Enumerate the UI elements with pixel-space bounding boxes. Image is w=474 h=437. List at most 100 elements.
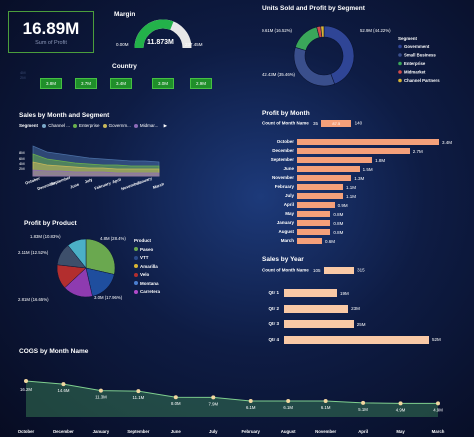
month-bar[interactable] bbox=[297, 193, 343, 199]
cogs-point[interactable] bbox=[248, 398, 253, 403]
cogs-point[interactable] bbox=[24, 379, 28, 383]
legend-dot-icon bbox=[102, 123, 107, 128]
month-bar[interactable] bbox=[297, 229, 331, 235]
segment-legend-item[interactable]: Governm... bbox=[102, 123, 131, 128]
cogs-point[interactable] bbox=[361, 400, 366, 405]
cogs-point[interactable] bbox=[286, 398, 291, 403]
month-bar[interactable] bbox=[297, 139, 439, 145]
cogs-value-label: 4.9M bbox=[433, 407, 443, 412]
cogs-point[interactable] bbox=[323, 398, 328, 403]
units-profit-segment-donut[interactable]: 52.9M (44.22%) 42.43M (35.46%) 19.61M (16.… bbox=[262, 16, 472, 96]
x-axis-label: April bbox=[111, 177, 121, 185]
country-box[interactable]: 3.0M bbox=[152, 78, 174, 89]
country-box[interactable]: 2.9M bbox=[190, 78, 212, 89]
product-legend-item[interactable]: Amarilla bbox=[134, 264, 160, 269]
month-bar[interactable] bbox=[297, 166, 360, 172]
donut-legend-item[interactable]: Small Business bbox=[404, 53, 436, 58]
product-legend-item[interactable]: Carretera bbox=[134, 289, 160, 294]
y-axis-label: 6M bbox=[19, 156, 25, 161]
product-legend-label: VTT bbox=[140, 255, 149, 260]
year-bar[interactable] bbox=[284, 320, 354, 328]
month-bar-label: March bbox=[280, 238, 294, 243]
sales-year-slider[interactable]: Count of Month Name 105 315 bbox=[262, 267, 365, 274]
country-box[interactable]: 3.7M bbox=[75, 78, 97, 89]
legend-dot-icon bbox=[398, 61, 402, 66]
year-bar[interactable] bbox=[284, 289, 337, 297]
pie-label: 2.81M (16.65%) bbox=[18, 297, 49, 302]
donut-legend-item[interactable]: Enterprise bbox=[404, 61, 426, 66]
cogs-point[interactable] bbox=[98, 388, 103, 393]
year-bar-value: 19M bbox=[339, 290, 349, 296]
month-bar[interactable] bbox=[297, 211, 331, 217]
month-bar-label: September bbox=[270, 157, 294, 162]
product-legend-item[interactable]: VTT bbox=[134, 255, 160, 260]
cogs-point[interactable] bbox=[398, 401, 403, 406]
year-bar[interactable] bbox=[284, 304, 349, 313]
year-bar-label: Qtr 4 bbox=[268, 336, 279, 342]
legend-next-icon[interactable]: ▶ bbox=[163, 123, 168, 128]
profit-kpi-card[interactable]: 16.89M Sum of Profit bbox=[8, 11, 94, 53]
margin-gauge[interactable] bbox=[118, 16, 208, 52]
x-axis-label: February bbox=[94, 180, 113, 191]
donut-legend-item[interactable]: Midmarket bbox=[404, 70, 426, 75]
cogs-point[interactable] bbox=[61, 382, 66, 387]
month-bar[interactable] bbox=[297, 148, 410, 154]
month-bar-value: 1.5M bbox=[362, 166, 373, 172]
month-bar-value: 0.8M bbox=[333, 229, 344, 235]
donut-legend-item[interactable]: Government bbox=[404, 44, 430, 49]
sales-month-segment-title: Sales by Month and Segment bbox=[19, 112, 110, 119]
cogs-x-label: July bbox=[209, 429, 218, 434]
profit-month-slider-range[interactable]: 87.5 bbox=[321, 120, 352, 127]
month-bar[interactable] bbox=[297, 202, 335, 208]
y-axis-label: 8M bbox=[19, 150, 25, 155]
pie-slice[interactable] bbox=[67, 238, 87, 269]
y-axis-label: 4M bbox=[19, 161, 25, 166]
profit-product-pie[interactable]: 4.8M (28.4%) 3.0M (17.96%) 2.81M (16.65%) 2… bbox=[18, 228, 158, 313]
donut-slice[interactable] bbox=[320, 25, 325, 38]
cogs-point[interactable] bbox=[136, 389, 141, 394]
donut-legend-item[interactable]: Channel Partners bbox=[404, 78, 440, 83]
cogs-area-chart[interactable]: 16.2M October 14.6M December 11.3M January 11.… bbox=[10, 355, 470, 437]
month-bar-value: 0.9M bbox=[337, 202, 348, 208]
month-bar[interactable] bbox=[297, 184, 343, 190]
legend-dot-icon bbox=[398, 78, 402, 83]
pie-slice[interactable] bbox=[85, 238, 116, 275]
country-box[interactable]: 3.4M bbox=[110, 78, 132, 89]
product-legend-label: Carretera bbox=[140, 289, 161, 294]
cogs-value-label: 6.1M bbox=[321, 405, 331, 410]
segment-legend-item[interactable]: Channel ... bbox=[42, 123, 70, 128]
year-bar-label: Qtr 2 bbox=[268, 305, 279, 311]
segment-legend-label: Channel ... bbox=[48, 123, 71, 128]
month-bar-value: 0.8M bbox=[333, 211, 344, 217]
cogs-point[interactable] bbox=[173, 395, 178, 400]
cogs-point[interactable] bbox=[436, 401, 440, 406]
x-axis-label: October bbox=[24, 175, 41, 185]
month-bar[interactable] bbox=[297, 220, 331, 226]
segment-legend-item[interactable]: Enterprise bbox=[73, 123, 100, 128]
product-legend-title: Product bbox=[134, 238, 152, 243]
year-bar[interactable] bbox=[284, 335, 429, 344]
product-legend-item[interactable]: Paseo bbox=[134, 247, 160, 252]
sales-year-slider-range[interactable] bbox=[323, 267, 354, 274]
month-bar-label: November bbox=[271, 175, 294, 180]
month-bar-label: February bbox=[274, 184, 294, 189]
donut-slice[interactable] bbox=[293, 46, 336, 87]
month-bar[interactable] bbox=[297, 238, 323, 244]
profit-month-slider[interactable]: Count of Month Name 35 87.5 140 bbox=[262, 120, 362, 127]
month-bar-label: October bbox=[276, 139, 294, 144]
sales-year-slider-label: Count of Month Name bbox=[262, 267, 309, 273]
segment-legend-item[interactable]: Midmar... bbox=[133, 123, 158, 128]
month-bar[interactable] bbox=[297, 157, 373, 163]
product-legend-item[interactable]: Montana bbox=[134, 281, 160, 286]
legend-dot-icon bbox=[134, 281, 138, 286]
country-box[interactable]: 3.8M bbox=[40, 78, 62, 89]
month-bar-value: 2.7M bbox=[412, 148, 423, 154]
month-bar[interactable] bbox=[297, 175, 352, 181]
units-profit-segment-title: Units Sold and Profit by Segment bbox=[262, 5, 365, 12]
month-bar-label: April bbox=[283, 202, 294, 207]
product-legend-item[interactable]: Velo bbox=[134, 272, 160, 277]
margin-title: Margin bbox=[114, 11, 136, 18]
cogs-point[interactable] bbox=[211, 395, 216, 400]
donut-slice[interactable] bbox=[294, 26, 320, 51]
